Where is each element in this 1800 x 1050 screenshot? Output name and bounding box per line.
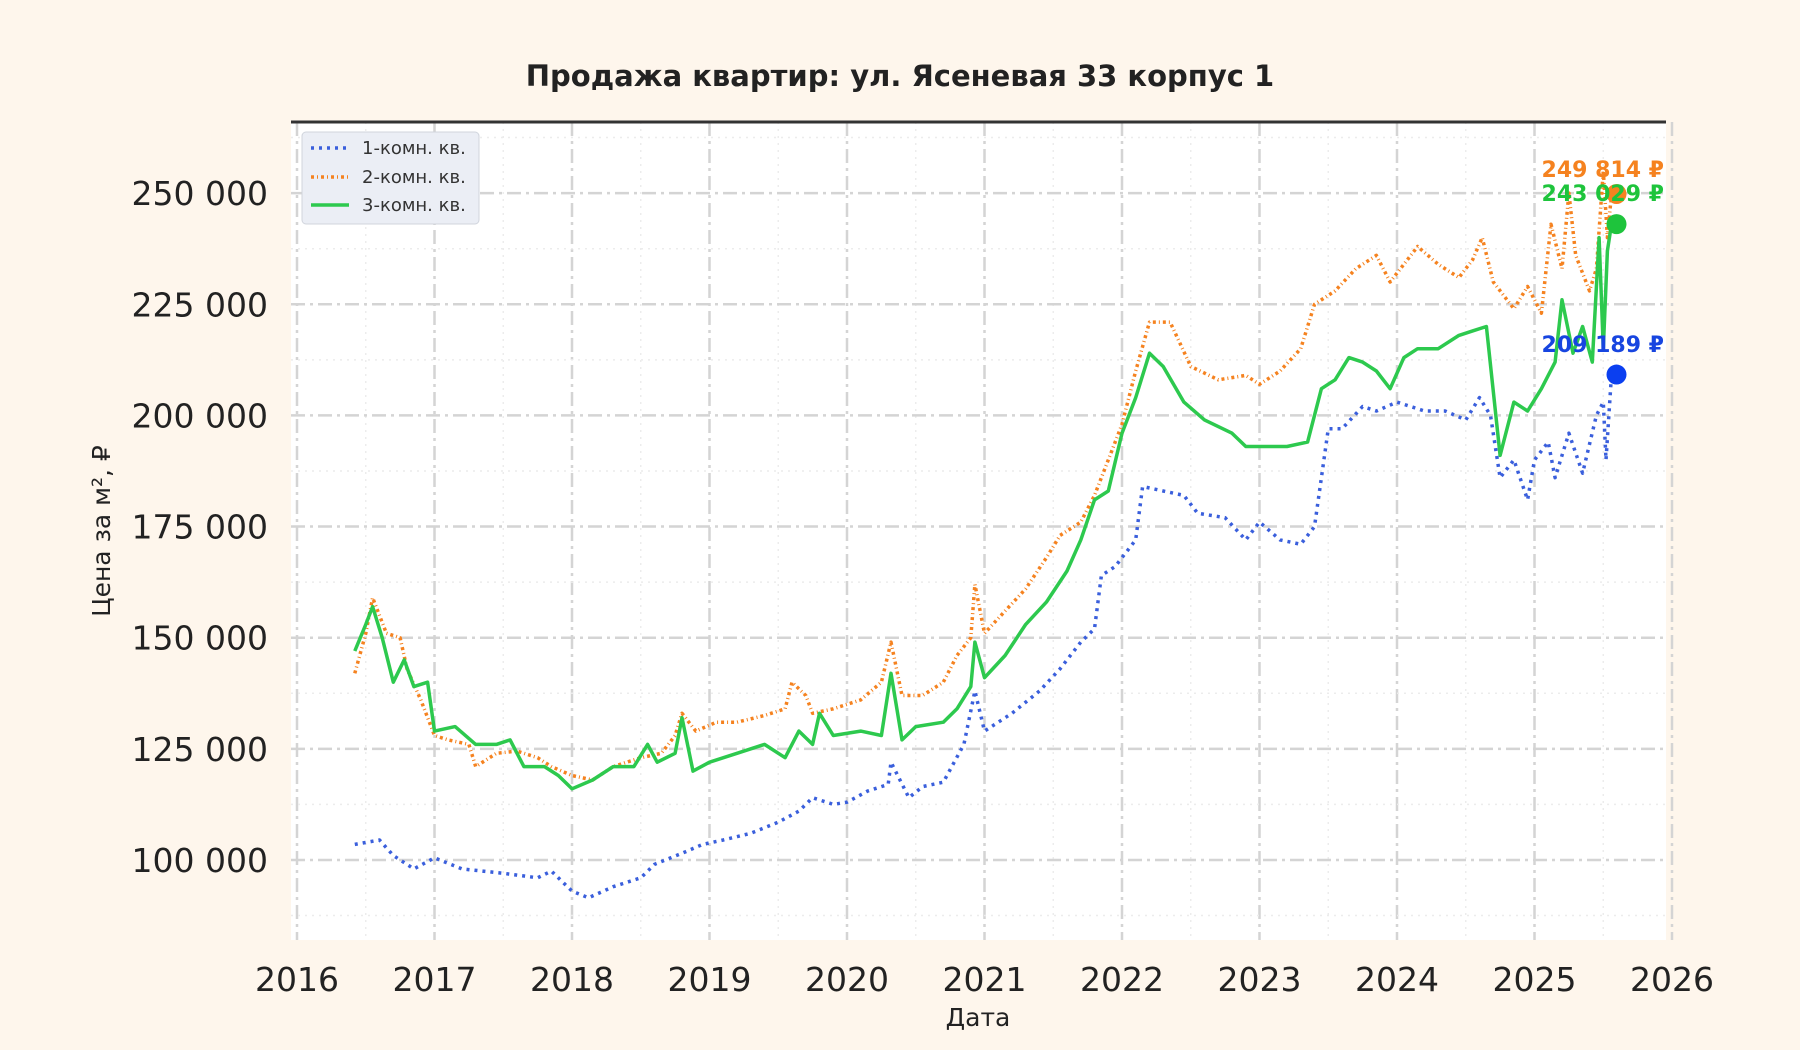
x-tick-label: 2019	[668, 960, 752, 999]
x-tick-label: 2017	[393, 960, 477, 999]
end-label-3k: 243 029 ₽	[1542, 182, 1664, 207]
x-tick-label: 2025	[1493, 960, 1577, 999]
grid	[291, 122, 1674, 940]
y-tick-label: 250 000	[132, 174, 268, 213]
end-labels: 209 189 ₽ 249 814 ₽243 029 ₽	[1542, 158, 1664, 385]
plot-background	[291, 122, 1666, 940]
x-tick-label: 2022	[1080, 960, 1164, 999]
y-tick-label: 200 000	[132, 396, 268, 435]
series-line-1k	[354, 374, 1614, 900]
legend-box	[301, 131, 480, 225]
end-marker-1k	[1606, 364, 1627, 385]
x-tick-label: 2024	[1355, 960, 1439, 999]
tick-labels: 2016 2017 2018 2019 2020 2021 2022 2023 2024 2025…	[132, 174, 1714, 999]
legend-label-2k: 2-комн. кв.	[362, 167, 466, 188]
x-tick-label: 2016	[255, 960, 339, 999]
y-tick-label: 125 000	[132, 730, 268, 769]
x-tick-label: 2021	[943, 960, 1027, 999]
end-marker-3k	[1606, 214, 1627, 235]
x-axis-label: Дата	[946, 1003, 1011, 1032]
legend: 1-комн. кв. 2-комн. кв. 3-комн. кв.	[301, 131, 480, 225]
series-layer	[353, 169, 1614, 900]
y-tick-label: 150 000	[132, 619, 268, 658]
x-tick-label: 2026	[1630, 960, 1714, 999]
x-tick-label: 2020	[805, 960, 889, 999]
y-tick-label: 175 000	[132, 508, 268, 547]
x-tick-label: 2023	[1218, 960, 1302, 999]
y-axis-label: Цена за м², ₽	[87, 445, 116, 617]
y-tick-label: 225 000	[132, 285, 268, 324]
series-line-2k	[353, 169, 1614, 782]
chart-title: Продажа квартир: ул. Ясеневая 33 корпус …	[526, 59, 1274, 93]
legend-label-3k: 3-комн. кв.	[362, 195, 466, 216]
end-marker-2k	[1606, 183, 1627, 204]
end-label-2k: 249 814 ₽	[1542, 158, 1664, 183]
series-line-3k	[353, 223, 1614, 791]
x-tick-label: 2018	[530, 960, 614, 999]
end-label-1k: 209 189 ₽	[1542, 333, 1664, 358]
legend-label-1k: 1-комн. кв.	[362, 138, 466, 159]
y-tick-label: 100 000	[132, 841, 268, 880]
